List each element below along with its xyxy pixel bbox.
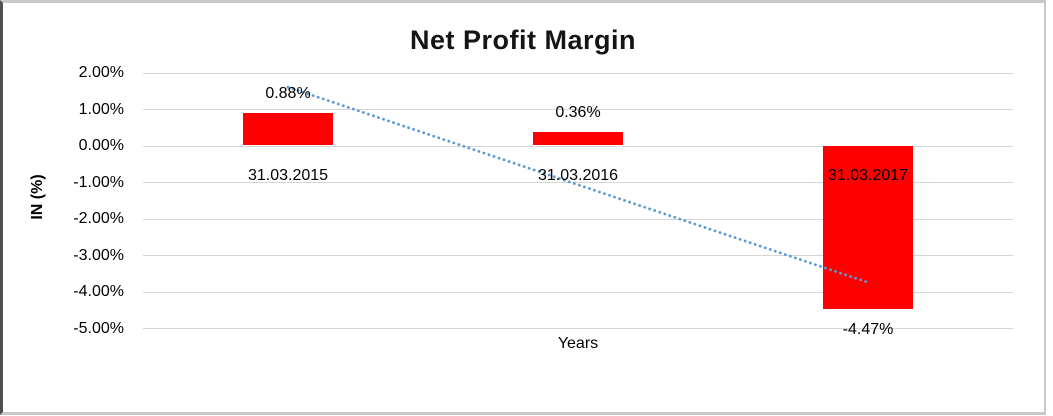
bar-value-label: -4.47%	[842, 321, 894, 339]
y-tick-label: -1.00%	[73, 173, 124, 191]
gridline	[143, 291, 1013, 293]
bar-value-label: 0.88%	[265, 85, 311, 103]
y-tick-label: 0.00%	[78, 137, 124, 154]
bar-value-label: 0.36%	[555, 104, 601, 122]
chart-title: Net Profit Margin	[409, 25, 636, 55]
category-label: 31.03.2015	[247, 166, 329, 184]
y-tick-label: 2.00%	[78, 64, 124, 81]
bar	[533, 132, 623, 146]
y-tick-label: 1.00%	[78, 100, 124, 118]
category-label: 31.03.2016	[537, 166, 619, 184]
y-axis-title: IN (%)	[29, 174, 46, 220]
y-tick-label: -5.00%	[73, 319, 124, 337]
x-axis-title: Years	[557, 335, 599, 352]
y-tick-label: -2.00%	[73, 210, 124, 227]
y-tick-label: -4.00%	[73, 283, 124, 300]
category-label: 31.03.2017	[827, 166, 909, 184]
y-tick-label: -3.00%	[73, 246, 124, 264]
gridline	[143, 328, 1013, 329]
gridline	[143, 72, 1013, 74]
bar	[243, 113, 333, 146]
